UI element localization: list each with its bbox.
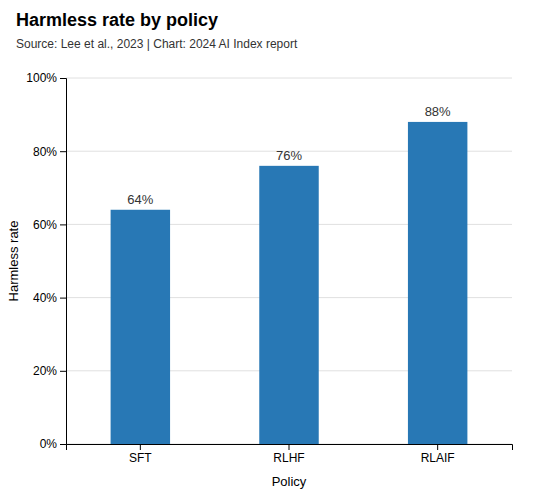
y-tick-mark [60,224,66,225]
axis-line [60,79,67,445]
y-tick-mark [60,298,66,299]
y-tick-mark [60,444,66,445]
grid-line [66,78,512,79]
bar [259,166,318,444]
y-tick: 20% [33,364,66,378]
y-tick: 40% [33,291,66,305]
axis-line [67,445,513,451]
grid [66,78,512,444]
bar [111,210,170,444]
y-tick-label: 0% [40,437,58,451]
y-tick: 0% [40,437,66,451]
x-axis-title: Policy [272,474,307,489]
title: Harmless rate by policy [16,10,218,30]
y-tick-mark [60,151,66,152]
x-axis: SFT RLHF RLAIF [67,444,513,465]
chart: Harmless rate by policy Source: Lee et al… [0,0,536,500]
y-tick-label: 40% [33,291,57,305]
y-tick: 100% [26,71,66,85]
x-tick-mark [437,444,438,450]
data-label: 88% [425,104,451,119]
y-tick-label: 80% [33,145,57,159]
x-tick-mark [140,444,141,450]
y-tick-label: 20% [33,364,57,378]
data-label: 64% [127,192,153,207]
y-tick-label: 60% [33,218,57,232]
y-tick: 80% [33,145,66,159]
y-tick-mark [60,78,66,79]
data-labels: 64% 76% 88% [127,104,451,207]
y-tick-label: 100% [26,71,57,85]
y-axis: 0% 20% 40% 60% 80% 100% [26,71,66,451]
x-tick: RLAIF [421,444,455,465]
subtitle: Source: Lee et al., 2023 | Chart: 2024 A… [16,37,298,51]
bar [408,122,467,444]
bars [111,122,468,444]
x-tick-label: RLAIF [421,451,455,465]
x-tick: SFT [129,444,152,465]
y-axis-title: Harmless rate [6,221,21,302]
data-label: 76% [276,148,302,163]
y-tick: 60% [33,218,66,232]
x-tick: RLHF [273,444,304,465]
plot: 64% 76% 88% SFT RLHF RLAIF 0% 20% 40% 60% 80% 100% [26,71,512,464]
y-tick-mark [60,371,66,372]
x-tick-label: SFT [129,451,152,465]
x-tick-mark [289,444,290,450]
x-tick-label: RLHF [273,451,304,465]
